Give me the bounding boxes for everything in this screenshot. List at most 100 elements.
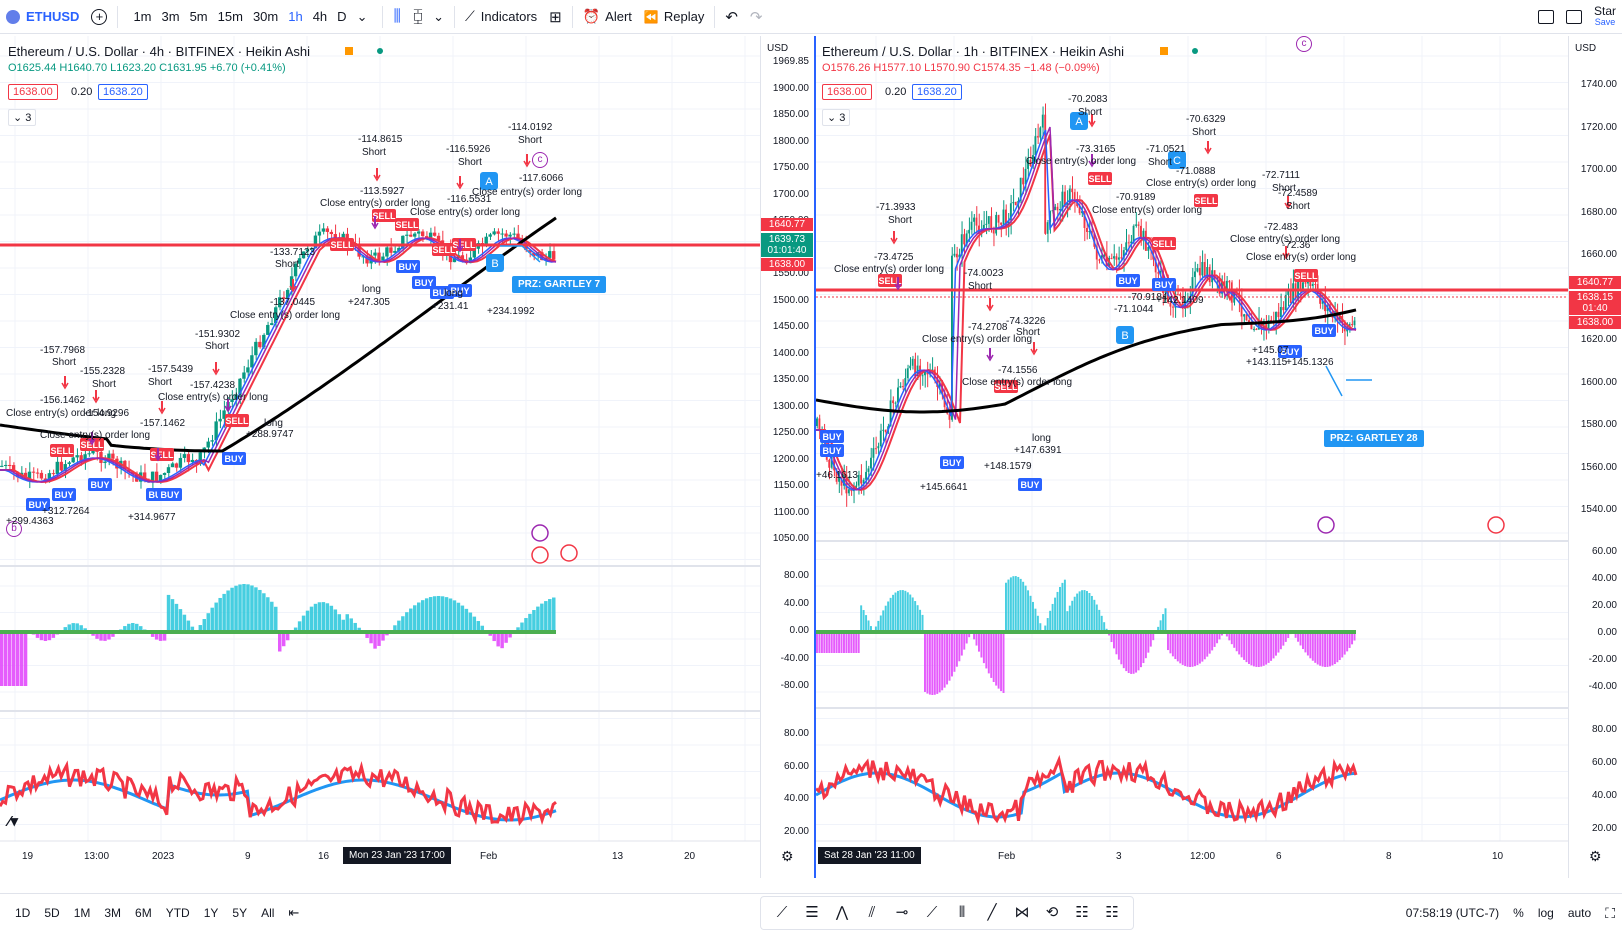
range-ytd[interactable]: YTD	[165, 906, 190, 920]
ray-tool-icon[interactable]: ⟋	[926, 904, 938, 921]
bar-type-button[interactable]: ⧮ ⌄	[407, 0, 450, 34]
histogram-bar	[1012, 576, 1015, 632]
chart-pane-right[interactable]: SELL SELL SELL SELL SELL SELL BUY BUY BUY BUY BUY B…	[814, 36, 1622, 878]
histogram-bar	[11, 632, 16, 686]
range-1m[interactable]: 1M	[73, 906, 91, 920]
channel-tool-icon[interactable]: ⫽	[868, 904, 876, 921]
star-save[interactable]: Star Save	[1588, 0, 1622, 34]
indicators-button[interactable]: ⟋ Indicators	[459, 0, 543, 34]
sell-price-box[interactable]: 1638.00	[8, 84, 58, 100]
interval-3m[interactable]: 3m	[161, 9, 180, 24]
histogram-bar	[536, 606, 540, 632]
interval-5m[interactable]: 5m	[189, 9, 208, 24]
candle-body	[1081, 211, 1083, 214]
chevron-down-icon[interactable]: ⌄	[356, 8, 368, 24]
pattern-tool-icon[interactable]: ⋀	[835, 904, 849, 921]
clock-label[interactable]: 07:58:19 (UTC-7)	[1405, 906, 1500, 920]
layouts-button[interactable]: ⊞	[543, 0, 568, 34]
histogram-bar	[1287, 632, 1290, 639]
interval-1m[interactable]: 1m	[133, 9, 152, 24]
candle-body	[1095, 246, 1098, 260]
line-tool-icon[interactable]: ⟋	[776, 904, 788, 921]
svg-text:BUY: BUY	[450, 286, 469, 296]
left-strategy-annotation: -157.1462	[140, 418, 186, 429]
undo-button[interactable]: ↶	[719, 0, 744, 34]
histogram-bar	[943, 632, 946, 688]
candle-body	[1071, 188, 1074, 193]
interval-4h[interactable]: 4h	[312, 9, 328, 24]
range-1d[interactable]: 1D	[15, 906, 31, 920]
xabcd-tool-icon[interactable]: ⋈	[1014, 904, 1030, 921]
range-3m[interactable]: 3M	[104, 906, 122, 920]
histogram-bar	[0, 632, 4, 686]
layout-panel-button[interactable]	[1532, 0, 1560, 34]
fullscreen-icon[interactable]: ⛶	[1605, 904, 1615, 921]
sell-signal-tag: SELL	[994, 380, 1018, 393]
candle-body	[47, 473, 52, 482]
range-5y[interactable]: 5Y	[232, 906, 248, 920]
lightning-event-icon[interactable]	[1317, 516, 1335, 534]
range-5d[interactable]: 5D	[44, 906, 60, 920]
range-tool-icon[interactable]: ☷	[1075, 904, 1089, 921]
histogram-bar	[1302, 632, 1304, 650]
replay-button[interactable]: ⏪ Replay	[638, 0, 710, 34]
lightning-event-icon[interactable]	[531, 524, 549, 542]
compare-symbol-button[interactable]: +	[85, 0, 113, 34]
settings-gear-icon[interactable]: ⚙	[781, 848, 794, 864]
histogram-bar	[1130, 632, 1133, 674]
indicators-toggle[interactable]: ⌄ 3	[8, 109, 37, 126]
histogram-bar	[1208, 632, 1211, 654]
us-flag-event-icon[interactable]	[560, 544, 578, 562]
right-osc-tick: -40.00	[1588, 681, 1617, 692]
candle-body	[389, 247, 393, 253]
measure-tool-icon[interactable]: ☷	[1105, 904, 1119, 921]
chart-canvas-right[interactable]: SELL SELL SELL SELL SELL SELL BUY BUY BUY BUY BUY B…	[815, 36, 1570, 878]
chart-canvas-left[interactable]: SELLSELLSELLSELLSELLSELLSELLSELLSELLBUYB…	[0, 36, 760, 878]
price-axis-left[interactable]: USD 1969.85 1900.00 1850.00 1800.00 1750.00 1…	[760, 36, 815, 878]
range-1y[interactable]: 1Y	[203, 906, 219, 920]
histogram-bar	[373, 632, 377, 649]
chart-pane-left[interactable]: SELL SELL SELL SELL SELL SELL SELL SELL SELL BUY B…	[0, 36, 760, 878]
auto-toggle[interactable]: auto	[1567, 906, 1592, 920]
candle-body	[1191, 277, 1194, 297]
buy-price-box[interactable]: 1638.20	[98, 84, 148, 100]
interval-d[interactable]: D	[337, 9, 347, 24]
settings-gear-icon[interactable]: ⚙	[1589, 848, 1602, 864]
buy-signal-tag: BUY	[1018, 478, 1042, 491]
percent-toggle[interactable]: %	[1513, 906, 1524, 920]
alert-button[interactable]: ⏰ Alert	[577, 0, 638, 34]
price-axis-right[interactable]: USD 1740.00 1720.00 1700.00 1680.00 1660.00 1…	[1568, 36, 1622, 878]
buy-price-box[interactable]: 1638.20	[912, 84, 962, 100]
fib-tool-icon[interactable]: ☰	[805, 904, 819, 921]
pitchfork-tool-icon[interactable]: ⫴	[958, 904, 966, 921]
cycle-tool-icon[interactable]: ⟲	[1045, 904, 1059, 921]
symbol-search[interactable]: ETHUSD	[0, 0, 85, 34]
sell-price-box[interactable]: 1638.00	[822, 84, 872, 100]
hline-tool-icon[interactable]: ⊸	[895, 904, 909, 921]
left-strategy-annotation: +312.7264	[42, 506, 90, 517]
us-flag-event-icon[interactable]	[531, 546, 549, 564]
indicators-toggle[interactable]: ⌄ 3	[822, 109, 851, 126]
interval-15m[interactable]: 15m	[217, 9, 243, 24]
us-flag-event-icon[interactable]	[1487, 516, 1505, 534]
candle-body	[1117, 257, 1120, 260]
range-6m[interactable]: 6M	[135, 906, 152, 920]
trend-tool-icon[interactable]: ╱	[987, 904, 997, 921]
goto-date-button[interactable]: ⇤	[281, 905, 306, 921]
current-price-left: 1639.73	[768, 234, 806, 245]
candle-body	[1056, 206, 1059, 211]
divider	[117, 5, 119, 28]
log-toggle[interactable]: log	[1537, 906, 1554, 920]
interval-30m[interactable]: 30m	[252, 9, 279, 24]
interval-1h[interactable]: 1h	[288, 9, 303, 24]
signal-arrow-head	[224, 405, 232, 413]
redo-button[interactable]: ↷	[744, 0, 769, 34]
right-osc-tick: -20.00	[1588, 654, 1617, 665]
svg-text:SELL: SELL	[395, 220, 419, 230]
range-all[interactable]: All	[261, 906, 275, 920]
fullscreen-button[interactable]	[1560, 0, 1588, 34]
histogram-bar	[860, 605, 863, 632]
left-strategy-annotation: +288.9747	[246, 429, 294, 440]
chart-type-button[interactable]: ⫼	[387, 0, 406, 34]
sell-signal-tag: SELL	[1294, 269, 1318, 282]
